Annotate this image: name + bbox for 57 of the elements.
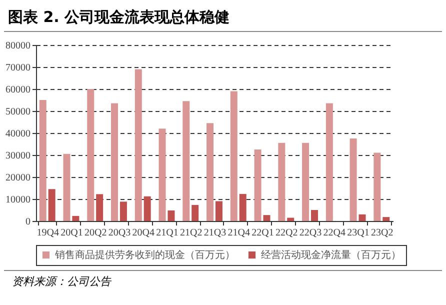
legend-label: 经营活动现金净流量（百万元）	[261, 249, 401, 261]
x-tick-label: 22Q1	[252, 228, 274, 238]
bar	[39, 100, 46, 221]
x-tick-label: 20Q1	[60, 228, 83, 238]
x-tick-label: 21Q3	[204, 228, 226, 238]
bar	[215, 201, 222, 221]
bar	[96, 194, 104, 221]
x-tick-label: 20Q3	[108, 228, 131, 238]
bar	[263, 215, 270, 221]
bar	[302, 142, 310, 221]
bar	[72, 216, 80, 221]
x-tick-label: 19Q4	[36, 228, 59, 238]
bar	[326, 103, 333, 221]
x-tick-label: 22Q2	[276, 228, 298, 238]
bar	[374, 152, 381, 221]
y-tick-label: 0	[26, 216, 30, 228]
y-tick-label: 80000	[6, 40, 30, 52]
legend-label: 销售商品提供劳务收到的现金（百万元）	[54, 249, 235, 261]
bar	[182, 101, 190, 221]
bar	[168, 210, 175, 221]
x-tick-label: 23Q1	[347, 228, 370, 238]
bar	[278, 142, 286, 221]
x-tick-label: 22Q3	[299, 228, 322, 238]
bar	[287, 218, 294, 221]
bar	[120, 202, 127, 221]
x-tick-label: 21Q2	[180, 228, 202, 238]
y-tick-label: 60000	[6, 84, 30, 96]
x-tick-label: 21Q1	[156, 228, 178, 238]
y-tick-label: 70000	[6, 62, 30, 74]
x-tick-label: 20Q2	[84, 228, 107, 238]
chart-title: 图表 2. 公司现金流表现总体稳健	[4, 0, 442, 32]
y-tick-label: 40000	[6, 128, 30, 140]
bar	[63, 154, 70, 221]
bar	[111, 103, 118, 221]
y-tick-label: 10000	[6, 194, 30, 206]
bar	[48, 189, 56, 221]
bar	[134, 69, 142, 221]
y-tick-label: 50000	[6, 106, 30, 118]
bar	[310, 210, 318, 221]
text: 资料来源：公司公告	[4, 270, 442, 289]
bar	[358, 214, 366, 221]
bar	[239, 194, 246, 221]
bar	[382, 217, 390, 221]
y-tick-label: 30000	[6, 150, 30, 162]
x-tick-label: 22Q4	[323, 228, 346, 238]
bar	[192, 204, 199, 221]
bar	[350, 138, 357, 221]
bar	[87, 89, 94, 221]
x-tick-label: 20Q4	[132, 228, 154, 238]
bar	[158, 128, 166, 221]
bar	[230, 91, 238, 221]
bar	[254, 150, 262, 221]
bar	[144, 196, 151, 221]
x-tick-label: 21Q4	[228, 228, 250, 238]
bar	[206, 123, 214, 221]
y-tick-label: 20000	[6, 172, 30, 184]
x-tick-label: 23Q2	[371, 228, 394, 238]
